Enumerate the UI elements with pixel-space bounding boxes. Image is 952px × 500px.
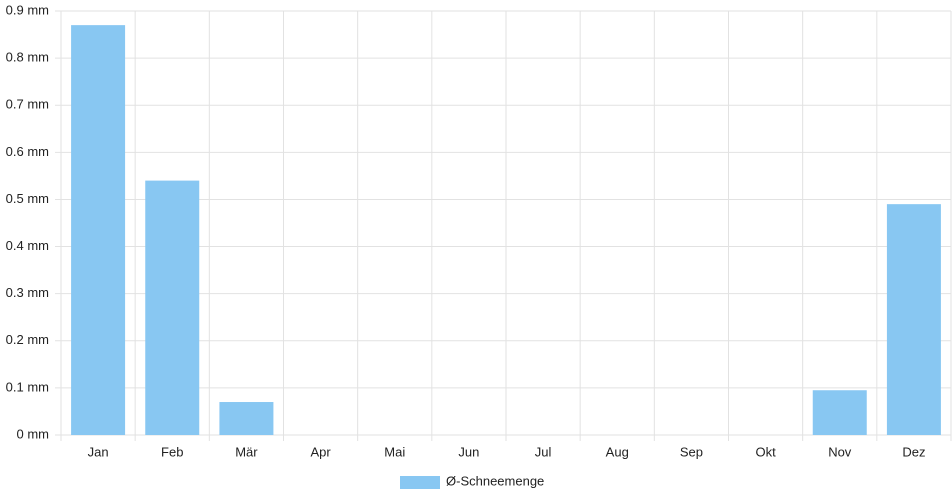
x-tick-label: Sep <box>680 444 703 459</box>
x-tick-label: Jan <box>88 444 109 459</box>
x-tick-label: Mär <box>235 444 258 459</box>
bar <box>812 390 867 435</box>
y-tick-label: 0.7 mm <box>6 97 49 112</box>
y-tick-label: 0.4 mm <box>6 238 49 253</box>
y-tick-label: 0.8 mm <box>6 50 49 65</box>
x-tick-label: Jul <box>535 444 552 459</box>
y-tick-label: 0.5 mm <box>6 191 49 206</box>
y-tick-label: 0 mm <box>17 426 50 441</box>
x-tick-label: Feb <box>161 444 183 459</box>
bar <box>145 180 200 435</box>
bar <box>886 204 941 435</box>
x-tick-label: Apr <box>310 444 331 459</box>
bar <box>71 25 126 436</box>
x-tick-label: Okt <box>755 444 776 459</box>
y-tick-label: 0.3 mm <box>6 285 49 300</box>
y-tick-label: 0.2 mm <box>6 332 49 347</box>
y-tick-label: 0.9 mm <box>6 2 49 17</box>
x-tick-label: Jun <box>458 444 479 459</box>
x-tick-label: Nov <box>828 444 852 459</box>
legend-label: Ø-Schneemenge <box>446 473 544 488</box>
y-tick-label: 0.1 mm <box>6 379 49 394</box>
x-tick-label: Aug <box>606 444 629 459</box>
bar <box>219 402 274 435</box>
x-tick-label: Dez <box>902 444 925 459</box>
x-tick-label: Mai <box>384 444 405 459</box>
legend-swatch <box>400 476 440 489</box>
y-tick-label: 0.6 mm <box>6 144 49 159</box>
